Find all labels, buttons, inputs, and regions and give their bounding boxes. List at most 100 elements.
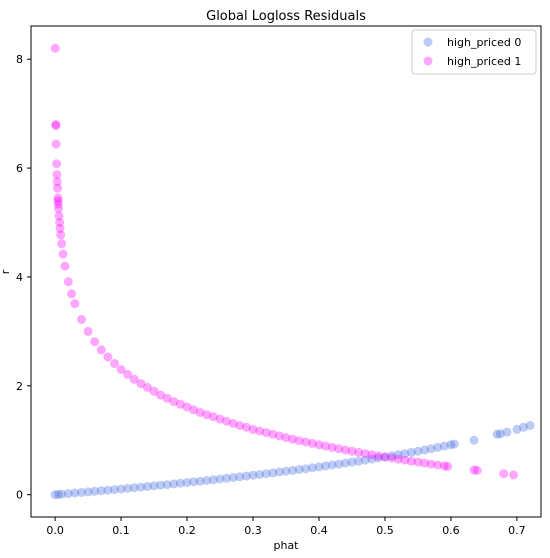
data-point-series-1-44 bbox=[222, 416, 232, 426]
data-point-series-1-43 bbox=[215, 414, 225, 424]
data-point-series-1-30 bbox=[129, 374, 139, 384]
data-point-series-1-60 bbox=[327, 442, 337, 452]
data-point-series-1-75 bbox=[426, 459, 436, 469]
data-point-series-1-74 bbox=[420, 458, 430, 468]
data-point-series-0-1 bbox=[53, 489, 63, 499]
data-point-series-1-63 bbox=[347, 446, 357, 456]
data-point-series-0-24 bbox=[202, 476, 212, 485]
data-point-series-1-28 bbox=[116, 365, 126, 374]
data-point-series-0-63 bbox=[469, 435, 479, 445]
data-point-series-1-4 bbox=[52, 159, 62, 169]
data-point-series-0-2 bbox=[57, 489, 67, 499]
data-point-series-0-11 bbox=[116, 484, 126, 494]
x-tick-label: 0.5 bbox=[376, 524, 394, 537]
data-point-series-1-8 bbox=[53, 193, 63, 203]
y-tick-label: 8 bbox=[16, 53, 23, 66]
data-point-series-1-57 bbox=[307, 438, 317, 448]
data-point-series-0-10 bbox=[110, 485, 119, 495]
legend-box bbox=[411, 29, 537, 75]
data-point-series-0-47 bbox=[354, 456, 364, 466]
data-point-series-0-68 bbox=[519, 422, 528, 432]
data-point-series-0-66 bbox=[502, 427, 512, 437]
data-point-series-1-5 bbox=[52, 170, 62, 180]
data-point-series-1-47 bbox=[241, 422, 251, 432]
data-point-series-1-12 bbox=[54, 211, 64, 221]
data-point-series-0-39 bbox=[301, 464, 311, 474]
plot-frame bbox=[30, 25, 542, 518]
data-point-series-1-81 bbox=[499, 469, 509, 479]
data-points bbox=[50, 43, 535, 500]
data-point-series-0-52 bbox=[387, 451, 397, 461]
data-point-series-0-0 bbox=[50, 490, 60, 500]
legend-marker-high-priced-0 bbox=[423, 37, 433, 47]
data-point-series-1-2 bbox=[51, 121, 61, 131]
data-point-series-0-5 bbox=[77, 487, 86, 497]
data-point-series-1-54 bbox=[288, 434, 298, 444]
data-point-series-1-32 bbox=[142, 382, 152, 392]
data-point-series-0-61 bbox=[446, 440, 456, 450]
data-point-series-0-30 bbox=[241, 471, 251, 481]
data-point-series-0-50 bbox=[373, 453, 383, 463]
data-point-series-1-77 bbox=[439, 461, 449, 471]
data-point-series-1-71 bbox=[400, 455, 410, 465]
y-axis-label: r bbox=[0, 269, 12, 274]
data-point-series-1-68 bbox=[380, 452, 390, 462]
data-point-series-0-64 bbox=[492, 429, 502, 439]
data-point-series-0-54 bbox=[400, 449, 410, 459]
data-point-series-1-79 bbox=[469, 465, 479, 475]
data-point-series-1-7 bbox=[53, 183, 62, 193]
data-point-series-0-69 bbox=[525, 421, 535, 430]
data-point-series-0-17 bbox=[156, 480, 166, 490]
data-point-series-1-35 bbox=[162, 393, 172, 403]
data-point-series-1-64 bbox=[354, 447, 364, 457]
data-point-series-0-19 bbox=[169, 479, 179, 489]
data-point-series-1-16 bbox=[57, 239, 67, 249]
data-point-series-1-50 bbox=[261, 428, 271, 438]
data-point-series-1-10 bbox=[53, 199, 63, 209]
data-point-series-1-72 bbox=[406, 456, 416, 466]
data-point-series-1-37 bbox=[175, 399, 185, 409]
data-point-series-1-0 bbox=[50, 43, 60, 53]
data-point-series-0-62 bbox=[449, 439, 459, 449]
data-point-series-0-6 bbox=[83, 487, 93, 497]
data-point-series-0-65 bbox=[495, 429, 505, 439]
data-point-series-0-60 bbox=[439, 441, 449, 451]
data-point-series-0-41 bbox=[314, 462, 324, 472]
data-point-series-0-8 bbox=[96, 486, 106, 496]
data-point-series-0-25 bbox=[208, 475, 218, 485]
data-point-series-0-48 bbox=[360, 455, 370, 465]
data-point-series-1-53 bbox=[281, 433, 291, 442]
data-point-series-1-39 bbox=[189, 405, 199, 415]
data-point-series-1-25 bbox=[96, 345, 106, 355]
data-point-series-1-29 bbox=[123, 369, 133, 379]
data-point-series-1-73 bbox=[413, 457, 423, 467]
data-point-series-1-45 bbox=[228, 418, 238, 428]
data-point-series-1-19 bbox=[63, 277, 73, 287]
data-point-series-0-51 bbox=[380, 452, 390, 462]
data-point-series-1-67 bbox=[373, 451, 383, 461]
data-point-series-1-11 bbox=[54, 203, 63, 213]
data-point-series-1-65 bbox=[360, 449, 370, 459]
data-point-series-1-34 bbox=[156, 390, 166, 400]
data-point-series-0-34 bbox=[268, 468, 278, 478]
data-point-series-1-69 bbox=[387, 453, 397, 463]
data-point-series-0-26 bbox=[215, 474, 225, 484]
data-point-series-1-41 bbox=[202, 410, 212, 420]
data-point-series-0-33 bbox=[261, 469, 271, 479]
data-point-series-1-18 bbox=[60, 261, 70, 271]
data-point-series-0-31 bbox=[248, 470, 258, 480]
data-point-series-0-37 bbox=[288, 465, 298, 475]
y-tick-label: 2 bbox=[16, 380, 23, 393]
data-point-series-1-6 bbox=[52, 177, 62, 187]
data-point-series-0-28 bbox=[228, 473, 238, 482]
y-tick-label: 0 bbox=[16, 489, 23, 502]
data-point-series-0-58 bbox=[426, 444, 436, 454]
data-point-series-1-48 bbox=[248, 424, 258, 434]
data-point-series-0-9 bbox=[103, 485, 113, 495]
data-point-series-1-58 bbox=[314, 440, 324, 450]
data-point-series-1-13 bbox=[55, 218, 65, 227]
data-point-series-1-78 bbox=[443, 461, 453, 471]
y-axis-ticks: 0 2 4 6 8 bbox=[16, 53, 31, 502]
